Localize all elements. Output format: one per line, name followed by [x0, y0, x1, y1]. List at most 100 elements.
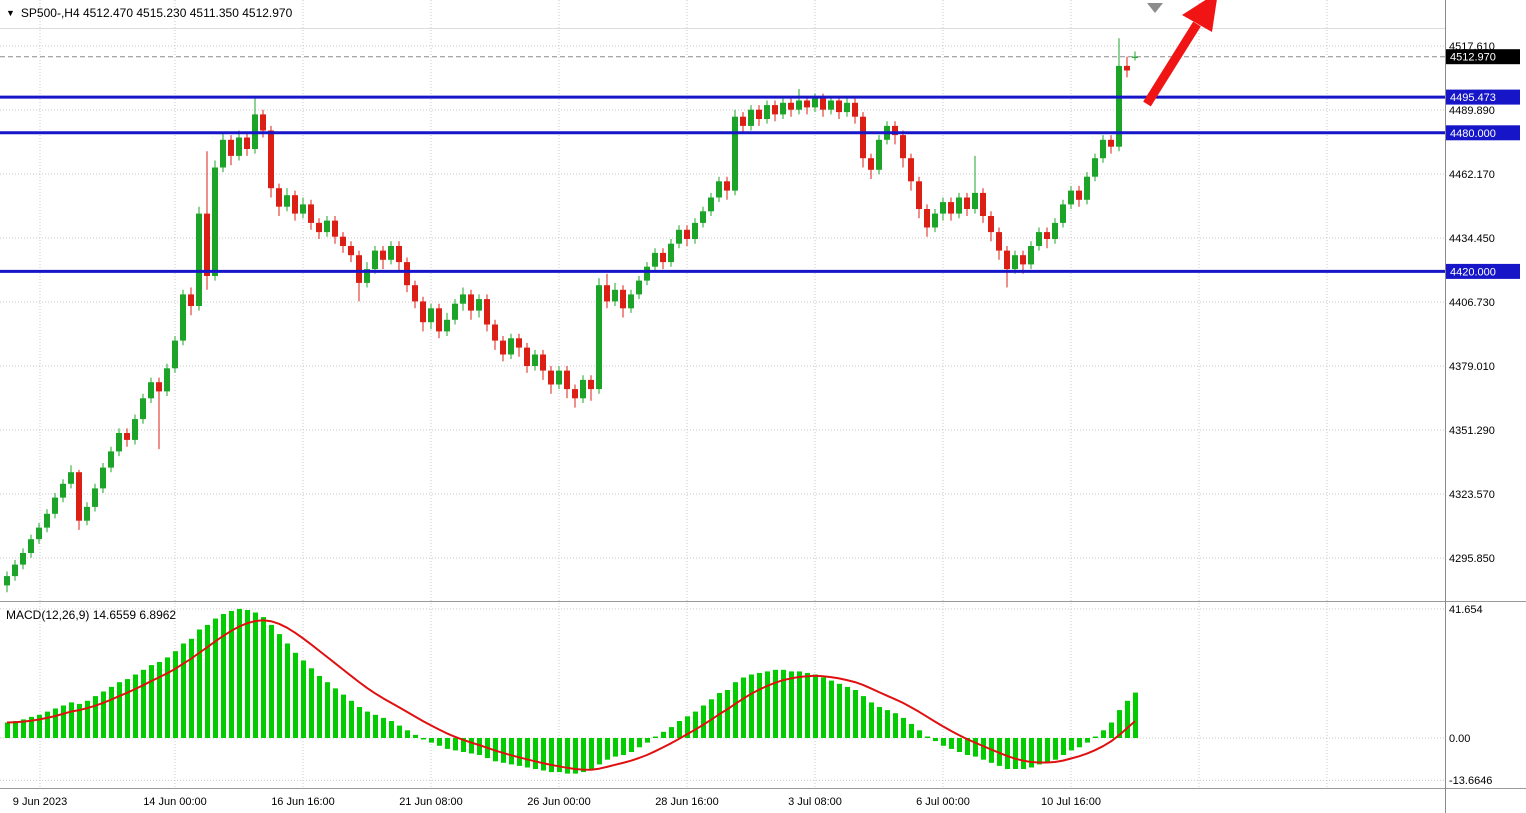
bear-candle — [852, 102, 858, 117]
macd-bar — [541, 738, 546, 771]
bull-candle — [92, 488, 98, 507]
macd-bar — [341, 694, 346, 738]
time-axis-label: 28 Jun 16:00 — [655, 796, 719, 808]
macd-bar — [573, 738, 578, 774]
macd-axis-label: 41.654 — [1449, 604, 1483, 616]
bull-candle — [636, 280, 642, 295]
bull-candle — [1028, 246, 1034, 265]
bull-candle — [196, 213, 202, 306]
macd-bar — [901, 717, 906, 738]
hline-price-label: 4420.000 — [1450, 266, 1496, 278]
macd-bar — [77, 703, 82, 738]
time-axis-label: 14 Jun 00:00 — [143, 796, 207, 808]
bear-candle — [308, 204, 314, 223]
bear-candle — [484, 299, 490, 325]
macd-bar — [957, 738, 962, 752]
macd-bar — [205, 624, 210, 738]
bear-candle — [724, 181, 730, 191]
bull-candle — [324, 220, 330, 233]
bull-candle — [828, 100, 834, 110]
macd-bar — [645, 738, 650, 743]
bull-candle — [284, 195, 290, 207]
bear-candle — [684, 229, 690, 239]
bull-candle — [700, 211, 706, 223]
trend-arrow-annotation[interactable] — [1143, 0, 1218, 107]
down-triangle-icon: ▼ — [6, 7, 15, 18]
macd-bar — [893, 713, 898, 738]
time-axis[interactable] — [0, 789, 1526, 813]
bear-candle — [1076, 190, 1082, 200]
macd-bar — [501, 738, 506, 763]
bull-candle — [116, 433, 122, 452]
price-axis-label: 4434.450 — [1449, 233, 1495, 245]
macd-bar — [549, 738, 554, 773]
bear-candle — [316, 222, 322, 233]
price-axis-label: 4351.290 — [1449, 425, 1495, 437]
bull-candle — [452, 303, 458, 320]
macd-bar — [557, 738, 562, 773]
bull-candle — [652, 252, 658, 267]
bull-candle — [1060, 204, 1066, 223]
macd-bar — [245, 610, 250, 738]
bull-candle — [300, 204, 306, 214]
bull-candle — [100, 467, 106, 489]
macd-bar — [237, 608, 242, 738]
macd-bar — [781, 669, 786, 738]
bull-candle — [716, 181, 722, 198]
bear-candle — [1004, 250, 1010, 270]
bear-candle — [964, 197, 970, 209]
macd-bar — [949, 738, 954, 749]
bear-candle — [996, 232, 1002, 251]
bull-candle — [28, 539, 34, 553]
chart-shift-marker-icon[interactable] — [1147, 3, 1163, 13]
macd-bar — [805, 672, 810, 738]
macd-bar — [1117, 710, 1122, 738]
macd-bar — [741, 677, 746, 738]
macd-bar — [285, 643, 290, 738]
macd-bar — [413, 734, 418, 738]
time-axis-label: 3 Jul 08:00 — [788, 796, 842, 808]
bull-candle — [4, 576, 10, 586]
bull-candle — [52, 497, 58, 514]
bull-candle — [612, 289, 618, 302]
bear-candle — [340, 236, 346, 246]
hline-price-label-box — [1446, 125, 1520, 141]
bull-candle — [1084, 176, 1090, 200]
bull-candle — [236, 137, 242, 156]
hline-price-label-box — [1446, 89, 1520, 105]
macd-bar — [117, 682, 122, 738]
macd-bar — [685, 716, 690, 738]
bear-candle — [500, 340, 506, 355]
bull-candle — [132, 419, 138, 440]
bull-candle — [732, 116, 738, 191]
bull-candle — [372, 250, 378, 270]
macd-bar — [277, 634, 282, 738]
bull-candle — [460, 294, 466, 304]
bull-candle — [36, 527, 42, 540]
macd-axis-label: 0.00 — [1449, 733, 1470, 745]
macd-bar — [981, 738, 986, 760]
macd-bar — [373, 714, 378, 738]
macd-bar — [693, 711, 698, 738]
hline-price-label: 4495.473 — [1450, 92, 1496, 104]
time-axis-label: 9 Jun 2023 — [13, 796, 67, 808]
price-axis[interactable] — [1446, 0, 1526, 813]
macd-bar — [1085, 738, 1090, 743]
bull-candle — [60, 483, 66, 498]
macd-bar — [101, 691, 106, 738]
bear-candle — [980, 192, 986, 216]
bull-candle — [972, 192, 978, 209]
bear-candle — [604, 285, 610, 302]
bear-candle — [660, 252, 666, 263]
bear-candle — [620, 289, 626, 309]
bear-candle — [228, 139, 234, 156]
macd-bar — [157, 662, 162, 738]
bull-candle — [932, 213, 938, 228]
bull-candle — [780, 102, 786, 115]
time-axis-label: 10 Jul 16:00 — [1041, 796, 1101, 808]
macd-bar — [1101, 730, 1106, 738]
bear-candle — [1044, 232, 1050, 239]
